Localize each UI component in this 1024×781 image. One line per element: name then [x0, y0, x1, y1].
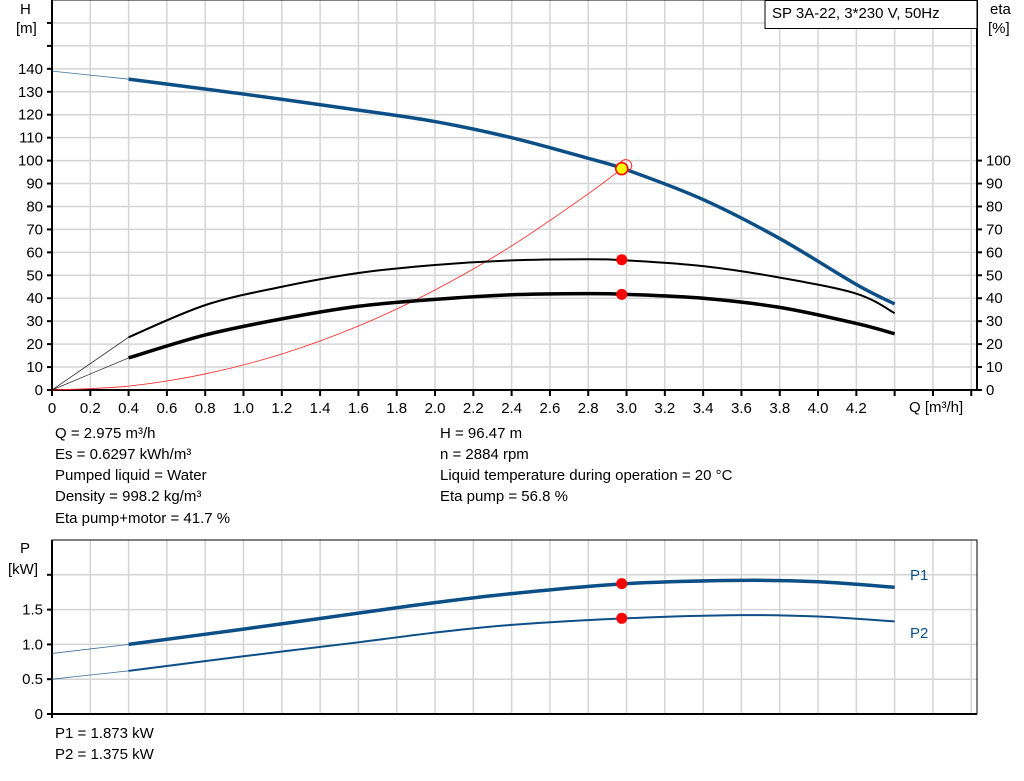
- plot-frame: [51, 0, 978, 391]
- y-tick-label: 0.5: [22, 671, 43, 688]
- x-tick-label: 1.4: [310, 400, 331, 417]
- eta-total-curve-extrapolated: [51, 357, 129, 391]
- eta-total-duty-point: [616, 288, 628, 300]
- power-duty-point: [616, 578, 628, 590]
- y-tick-label: 20: [26, 336, 43, 353]
- y-tick-label: 40: [26, 290, 43, 307]
- x-tick-label: 0: [48, 400, 56, 417]
- y-tick-label: 0: [35, 706, 43, 723]
- eta-tick-label: 100: [986, 153, 1011, 170]
- eta-tick-label: 0: [986, 382, 994, 399]
- head-curve-extrapolated: [51, 70, 129, 80]
- y-tick-label: 0: [35, 382, 43, 399]
- x-tick-label: 2.2: [463, 400, 484, 417]
- system-curve: [51, 168, 622, 391]
- eta-tick-label: 20: [986, 336, 1003, 353]
- info-es: Es = 0.6297 kWh/m³: [55, 446, 192, 463]
- info-eta-total: Eta pump+motor = 41.7 %: [55, 510, 231, 527]
- y-tick-label: 130: [18, 84, 43, 101]
- x-tick-label: 2.6: [539, 400, 560, 417]
- x-tick-label: 0.8: [195, 400, 216, 417]
- eta-pump-duty-point: [616, 254, 628, 266]
- eta-tick-label: 30: [986, 313, 1003, 330]
- eta-tick-label: 50: [986, 267, 1003, 284]
- head-curve: [128, 77, 896, 306]
- info-p2: P2 = 1.375 kW: [55, 746, 154, 763]
- y-tick-label: 90: [26, 176, 43, 193]
- power-duty-point: [616, 612, 628, 624]
- y-tick-label: 1.0: [22, 636, 43, 653]
- y-tick-label: 50: [26, 267, 43, 284]
- eta-tick-label: 90: [986, 176, 1003, 193]
- p2-legend: P2: [910, 625, 929, 642]
- info-p1: P1 = 1.873 kW: [55, 725, 154, 742]
- eta-tick-label: 60: [986, 244, 1003, 261]
- eta-tick-label: 80: [986, 198, 1003, 215]
- x-tick-label: 2.0: [425, 400, 446, 417]
- y-tick-label: 110: [19, 130, 43, 147]
- model-title-box: [764, 0, 978, 29]
- p-axis-label: P: [20, 540, 31, 557]
- eta-total-curve: [128, 291, 896, 360]
- info-eta-pump: Eta pump = 56.8 %: [440, 488, 568, 505]
- y-tick-label: 120: [18, 107, 43, 124]
- x-tick-label: 0.6: [156, 400, 177, 417]
- p1-curve-extrapolated: [51, 644, 129, 654]
- x-tick-label: 1.8: [386, 400, 407, 417]
- x-tick-label: 3.8: [769, 400, 790, 417]
- eta-axis-unit: [%]: [988, 20, 1010, 37]
- x-tick-label: 3.4: [693, 400, 714, 417]
- h-axis-label: H: [20, 1, 31, 18]
- info-h: H = 96.47 m: [440, 425, 523, 442]
- y-tick-label: 70: [26, 221, 43, 238]
- y-tick-label: 10: [26, 359, 43, 376]
- x-tick-label: 3.6: [731, 400, 752, 417]
- info-q: Q = 2.975 m³/h: [55, 425, 156, 442]
- x-tick-label: 3.0: [616, 400, 637, 417]
- plot-frame: [51, 539, 978, 715]
- p-axis-unit: [kW]: [8, 561, 38, 578]
- info-n: n = 2884 rpm: [440, 446, 529, 463]
- x-tick-label: 1.2: [271, 400, 292, 417]
- y-tick-label: 1.5: [22, 602, 43, 619]
- eta-tick-label: 40: [986, 290, 1003, 307]
- x-tick-label: 4.2: [846, 400, 867, 417]
- y-tick-label: 100: [18, 153, 43, 170]
- y-tick-label: 140: [18, 61, 43, 78]
- h-axis-unit: [m]: [16, 20, 37, 37]
- p2-curve-extrapolated: [51, 670, 129, 680]
- y-tick-label: 60: [26, 244, 43, 261]
- head-duty-point: [614, 161, 629, 176]
- x-tick-label: 1.0: [233, 400, 254, 417]
- y-tick-label: 80: [26, 198, 43, 215]
- p1-curve: [128, 578, 895, 647]
- x-tick-label: 1.6: [348, 400, 369, 417]
- x-tick-label: 4.0: [808, 400, 829, 417]
- info-density: Density = 998.2 kg/m³: [55, 488, 202, 505]
- eta-pump-curve-extrapolated: [51, 336, 129, 391]
- eta-tick-label: 10: [986, 359, 1003, 376]
- eta-pump-curve: [128, 258, 896, 339]
- y-tick-label: 30: [26, 313, 43, 330]
- x-tick-label: 2.4: [501, 400, 522, 417]
- x-tick-label: 0.2: [80, 400, 101, 417]
- info-temp: Liquid temperature during operation = 20…: [440, 467, 733, 484]
- info-liquid: Pumped liquid = Water: [55, 467, 207, 484]
- p1-legend: P1: [910, 567, 929, 584]
- x-tick-label: 0.4: [118, 400, 139, 417]
- eta-axis-label: eta: [990, 1, 1011, 18]
- model-title: SP 3A-22, 3*230 V, 50Hz: [772, 5, 940, 22]
- eta-tick-label: 70: [986, 221, 1003, 238]
- p2-curve: [128, 614, 895, 672]
- q-axis-label: Q [m³/h]: [909, 399, 964, 416]
- x-tick-label: 3.2: [654, 400, 675, 417]
- x-tick-label: 2.8: [578, 400, 599, 417]
